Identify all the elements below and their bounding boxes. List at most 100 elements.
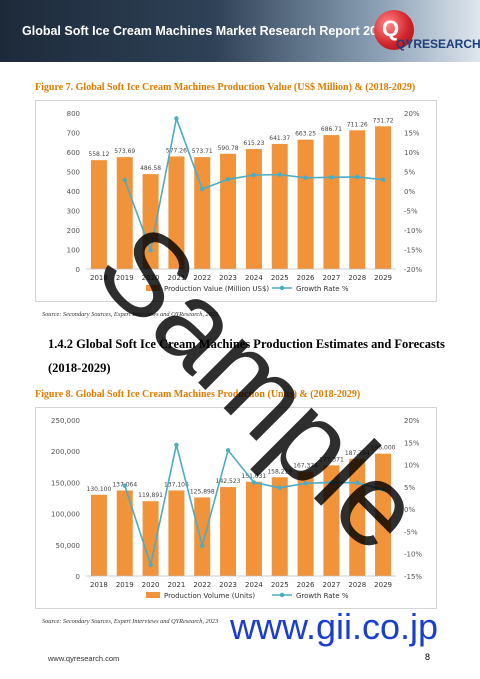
bar-data-label: 119,891 [138,492,163,499]
bar-data-label: 573.71 [192,148,213,155]
left-tick-label: 150,000 [51,479,80,487]
right-tick-label: -10% [404,551,422,559]
left-tick-label: 200,000 [51,448,80,456]
legend-bar-label: Production Value (Million US$) [164,285,269,293]
x-tick-label: 2022 [193,581,211,589]
bar [245,149,262,269]
bar-data-label: 196,000 [371,445,396,452]
bar-data-label: 130,100 [87,486,112,493]
growth-rate-point [174,116,179,121]
growth-rate-point [380,487,386,492]
bar-data-label: 641.37 [269,135,290,142]
growth-rate-point [277,172,282,177]
bar [220,153,237,269]
right-tick-label: 15% [404,130,420,138]
figure8-title: Figure 8. Global Soft Ice Cream Machines… [35,389,361,400]
x-tick-label: 2019 [116,581,134,589]
left-tick-label: 300 [67,208,80,216]
figure7-source: Source: Secondary Sources, Expert Interv… [42,311,219,318]
bar-data-label: 167,374 [293,463,318,470]
gii-watermark: www.gii.co.jp [230,606,439,647]
bar-data-label: 158,219 [267,468,292,475]
growth-rate-point [355,174,360,180]
x-tick-label: 2019 [116,274,134,282]
bar [116,490,133,576]
legend-bar-swatch [146,592,160,598]
bar-data-label: 177,371 [319,456,344,463]
right-tick-label: 15% [404,439,420,447]
figure7-svg: 0 100 200 300 400 500 600 700 800 -20% -15% -10% -5%… [67,110,423,293]
left-tick-label: 400 [67,188,80,196]
growth-rate-point [122,483,127,488]
bar-data-label: 486.58 [140,165,161,172]
report-header: Global Soft Ice Cream Machines Market Re… [0,0,480,62]
growth-rate-point [200,543,205,548]
x-tick-label: 2027 [323,274,341,282]
bar-data-label: 686.71 [321,126,342,133]
legend-bar-label: Production Volume (Units) [164,592,255,600]
growth-rate-point [303,481,308,486]
logo-text: QYRESEARCH [396,37,480,51]
left-tick-label: 800 [67,110,80,118]
right-tick-label: 20% [404,417,420,425]
bar [116,157,133,269]
bar [142,174,159,269]
x-tick-label: 2027 [323,581,341,589]
x-tick-label: 2024 [245,581,263,589]
left-tick-label: 250,000 [51,417,80,425]
bar-data-label: 125,898 [190,488,215,495]
page-number: 8 [425,652,431,662]
right-tick-label: -10% [404,227,422,235]
bar [168,156,185,269]
legend-line-label: Growth Rate % [296,592,349,600]
growth-rate-point [329,175,334,180]
bar [271,477,288,576]
x-tick-label: 2021 [168,581,186,589]
bar [220,487,237,576]
legend-line-marker [279,285,285,291]
bar [194,157,211,269]
left-tick-label: 700 [67,130,80,138]
growth-rate-point [251,172,257,178]
growth-rate-point [225,448,231,453]
bar-data-label: 731.72 [373,117,394,124]
figure7-title: Figure 7. Global Soft Ice Cream Machines… [35,82,416,93]
bar [297,139,314,269]
right-tick-label: 10% [404,462,420,470]
bar [349,458,366,576]
x-tick-label: 2028 [348,274,366,282]
bar [142,501,159,576]
legend-bar-swatch [146,285,160,291]
bar-data-label: 573.69 [114,148,135,155]
growth-rate-point [174,442,179,448]
growth-rate-point [122,177,127,183]
x-tick-label: 2020 [142,581,160,589]
logo-globe-icon [374,10,414,50]
x-tick-label: 2026 [297,581,315,589]
x-tick-label: 2023 [219,581,237,589]
growth-rate-point [303,175,308,180]
bar-data-label: 151,031 [242,473,267,480]
bar-data-label: 137,106 [164,481,189,488]
right-tick-label: 5% [404,484,415,492]
growth-rate-point [329,480,334,485]
bar [323,135,340,269]
growth-rate-point [277,485,282,490]
left-tick-label: 0 [76,573,80,581]
x-tick-label: 2024 [245,274,263,282]
figure8-chart: 0 50,000 100,000 150,000 200,000 250,000 -15% -… [35,407,437,609]
legend-line-marker [279,592,285,598]
bar [194,497,211,576]
bar-data-label: 615.23 [243,140,264,147]
growth-rate-point [355,480,360,486]
right-tick-label: -15% [404,247,422,255]
growth-rate-point [251,480,257,485]
legend-line-label: Growth Rate % [296,285,349,293]
bar-data-label: 663.25 [295,131,316,138]
section-heading-years: (2018-2029) [48,361,111,375]
x-tick-label: 2029 [374,274,392,282]
bar [245,481,262,576]
growth-rate-point [200,186,205,192]
left-tick-label: 100 [67,247,80,255]
x-tick-label: 2022 [193,274,211,282]
